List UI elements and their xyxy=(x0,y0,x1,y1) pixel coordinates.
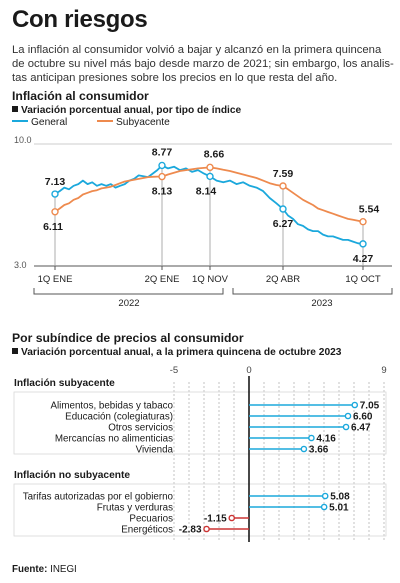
x-tick-label: 0 xyxy=(246,365,251,376)
group-label-noncore: Inflación no subyacente xyxy=(14,470,131,481)
square-bullet-icon xyxy=(12,348,18,354)
legend-line-core-icon xyxy=(97,120,113,122)
period-label-2022: 2022 xyxy=(118,298,139,309)
source-label: Fuente: xyxy=(12,564,48,575)
data-point-core xyxy=(359,218,367,226)
x-tick-label: 2Q ABR xyxy=(266,274,300,285)
bar-marker xyxy=(344,412,352,420)
value-label: 5.08 xyxy=(330,492,350,503)
bar-marker xyxy=(351,401,359,409)
group-label-core: Inflación subyacente xyxy=(14,378,115,389)
data-point-core xyxy=(51,208,59,216)
data-label-core: 7.59 xyxy=(273,168,294,180)
data-point-core xyxy=(158,172,166,181)
y-tick-label: 10.0 xyxy=(14,135,32,145)
data-point-general xyxy=(158,161,166,170)
data-label-core: 6.11 xyxy=(43,221,63,233)
data-label-general: 8.14 xyxy=(196,185,217,197)
data-label-core: 8.13 xyxy=(152,186,173,198)
data-label-general: 4.27 xyxy=(353,253,374,265)
data-label-general: 6.27 xyxy=(273,218,294,230)
data-point-general xyxy=(51,190,59,198)
data-point-core xyxy=(206,163,214,172)
x-tick-label: 1Q OCT xyxy=(345,274,381,285)
category-label: Tarifas autorizadas por el gobierno xyxy=(23,492,174,503)
data-label-general: 7.13 xyxy=(45,176,66,188)
value-label: 5.01 xyxy=(329,503,349,514)
category-label: Frutas y verduras xyxy=(97,503,173,514)
square-bullet-icon xyxy=(12,106,18,112)
value-label: -2.83 xyxy=(179,525,202,536)
x-tick-label: 1Q ENE xyxy=(38,274,73,285)
bar-chart-subtitle-text: Variación porcentual anual, a la primera… xyxy=(21,347,342,358)
intro-line: La inflación al consumidor volvió a baja… xyxy=(12,44,382,56)
line-chart-subtitle-text: Variación porcentual anual, por tipo de … xyxy=(21,105,242,116)
legend-line-general-icon xyxy=(12,120,28,122)
x-tick-label: 1Q NOV xyxy=(192,274,229,285)
period-bracket-2022 xyxy=(33,288,224,295)
category-label: Otros servicios xyxy=(108,423,173,434)
x-tick-label: 9 xyxy=(381,365,386,376)
line-chart-subtitle: Variación porcentual anual, por tipo de … xyxy=(12,105,241,116)
category-label: Alimentos, bebidas y tabaco xyxy=(50,401,173,412)
intro-line: de octubre su nivel más bajo desde marzo… xyxy=(12,58,394,71)
category-label: Vivienda xyxy=(136,445,174,456)
line-chart-title: Inflación al consumidor xyxy=(12,89,149,103)
value-label: -1.15 xyxy=(204,514,227,525)
legend-label-core: Subyacente xyxy=(116,117,170,128)
bar-marker xyxy=(203,525,210,533)
bar-chart-title: Por subíndice de precios al consumidor xyxy=(12,331,244,345)
bar-marker xyxy=(321,492,329,500)
data-label-general: 8.77 xyxy=(152,146,173,158)
data-point-core xyxy=(279,182,287,190)
category-label: Pecuarios xyxy=(129,514,173,525)
x-tick-label: -5 xyxy=(170,365,178,376)
category-label: Energéticos xyxy=(121,525,173,536)
bar-marker xyxy=(228,514,236,522)
bar-marker xyxy=(320,503,328,511)
value-label: 7.05 xyxy=(360,401,380,412)
period-label-2023: 2023 xyxy=(311,298,332,309)
series-line-core xyxy=(54,166,364,223)
value-label: 4.16 xyxy=(316,434,336,445)
page-title: Con riesgos xyxy=(12,6,148,33)
data-label-core: 8.66 xyxy=(204,148,225,160)
legend-item-core: Subyacente xyxy=(97,117,170,128)
source-value: INEGI xyxy=(50,564,77,575)
category-label: Educación (colegiaturas) xyxy=(65,412,173,423)
bar-marker xyxy=(308,434,315,442)
source-note: Fuente: INEGI xyxy=(12,564,77,575)
data-point-general xyxy=(359,240,367,248)
value-label: 6.60 xyxy=(353,412,373,423)
category-label: Mercancías no alimenticias xyxy=(55,434,173,445)
bar-chart-subtitle: Variación porcentual anual, a la primera… xyxy=(12,347,341,358)
series-line-general xyxy=(54,164,364,245)
value-label: 6.47 xyxy=(351,423,371,434)
legend-item-general: General xyxy=(12,117,67,128)
data-point-general xyxy=(206,172,214,181)
y-tick-label: 3.0 xyxy=(14,260,27,270)
intro-text: La inflación al consumidor volvió a baja… xyxy=(12,43,394,86)
group-box-noncore xyxy=(13,483,387,537)
bar-marker xyxy=(342,423,350,431)
intro-line: tas anticipan presiones sobre los precio… xyxy=(12,72,338,85)
x-tick-label: 2Q ENE xyxy=(145,274,180,285)
data-point-general xyxy=(279,205,287,213)
data-label-core: 5.54 xyxy=(359,204,380,216)
value-label: 3.66 xyxy=(309,445,329,456)
bar-marker xyxy=(300,445,308,453)
legend-label-general: General xyxy=(31,117,68,128)
group-box-core xyxy=(13,391,387,455)
period-bracket-2023 xyxy=(232,288,393,295)
